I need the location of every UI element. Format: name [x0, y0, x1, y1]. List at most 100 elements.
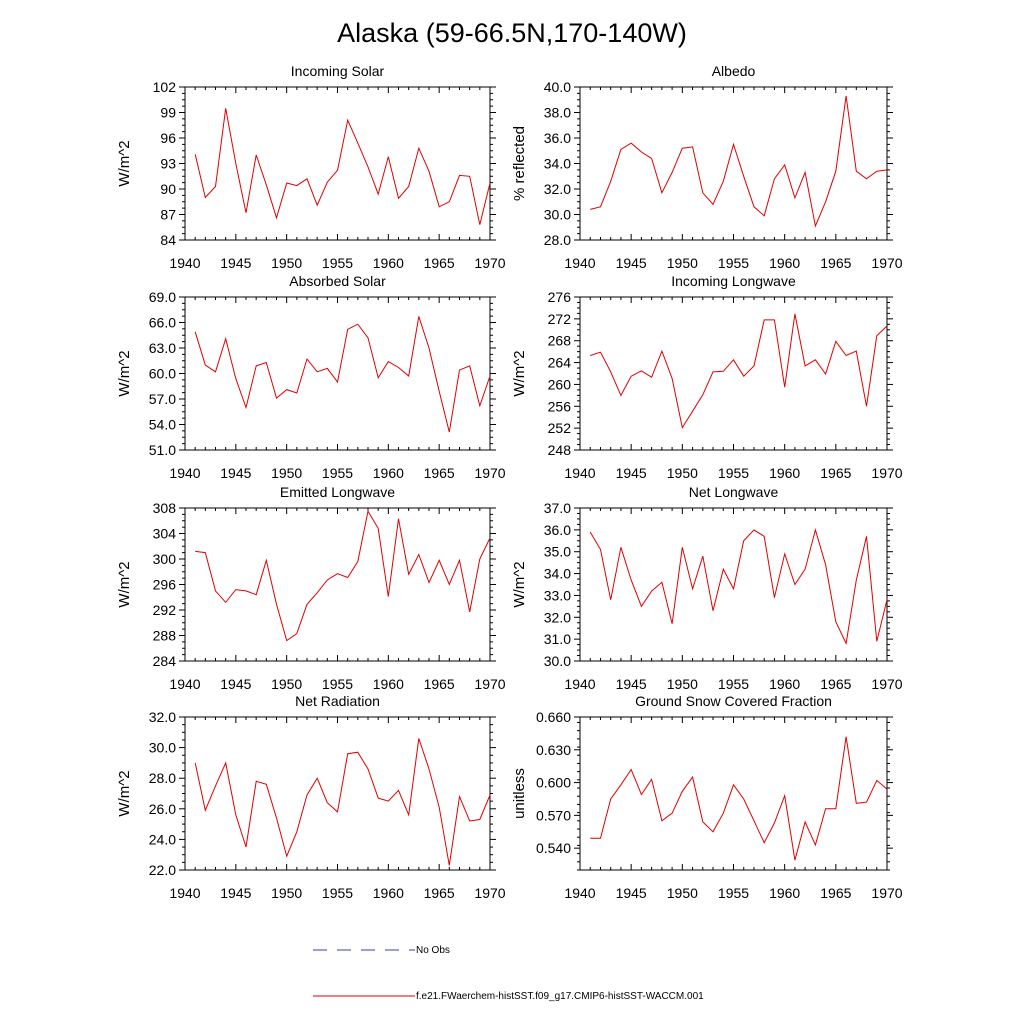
- y-tick-label: 102: [153, 79, 177, 95]
- y-tick-label: 268: [548, 333, 572, 349]
- panel-title: Net Radiation: [295, 693, 380, 709]
- x-tick-label: 1970: [474, 676, 505, 692]
- y-tick-label: 87: [160, 207, 176, 223]
- y-tick-label: 33.0: [544, 587, 571, 603]
- x-tick-label: 1970: [871, 676, 902, 692]
- x-tick-label: 1950: [667, 676, 698, 692]
- y-tick-label: 35.0: [544, 544, 571, 560]
- x-tick-label: 1955: [718, 676, 749, 692]
- y-tick-label: 93: [160, 156, 176, 172]
- x-tick-label: 1940: [169, 465, 200, 481]
- x-tick-label: 1955: [322, 465, 353, 481]
- panel-title: Albedo: [712, 63, 756, 79]
- y-tick-label: 248: [548, 442, 572, 458]
- x-tick-label: 1965: [424, 885, 455, 901]
- x-tick-label: 1955: [718, 465, 749, 481]
- x-tick-label: 1960: [373, 885, 404, 901]
- x-tick-label: 1960: [373, 255, 404, 271]
- x-tick-label: 1960: [769, 676, 800, 692]
- y-axis-label: W/m^2: [116, 140, 133, 186]
- panel-6: Net Radiation W/m^2 1940 1945 1950 1955 1960 19…: [116, 693, 506, 901]
- y-tick-label: 304: [153, 526, 177, 542]
- x-tick-label: 1965: [820, 465, 851, 481]
- x-tick-label: 1940: [169, 885, 200, 901]
- x-tick-label: 1960: [769, 465, 800, 481]
- x-tick-label: 1945: [616, 885, 647, 901]
- panel-5: Net Longwave W/m^2 1940 1945 1950 1955 1960 196…: [511, 484, 903, 692]
- legend-obs-label: No Obs: [416, 945, 450, 956]
- x-tick-label: 1970: [871, 885, 902, 901]
- panel-title: Absorbed Solar: [289, 273, 386, 289]
- y-tick-label: 69.0: [149, 289, 176, 305]
- y-tick-label: 284: [153, 653, 177, 669]
- y-tick-label: 276: [548, 289, 572, 305]
- x-tick-label: 1950: [271, 465, 302, 481]
- x-tick-label: 1950: [667, 885, 698, 901]
- y-tick-label: 0.630: [536, 742, 571, 758]
- y-tick-label: 51.0: [149, 442, 176, 458]
- x-tick-label: 1970: [474, 885, 505, 901]
- y-tick-label: 31.0: [544, 631, 571, 647]
- x-tick-label: 1970: [474, 465, 505, 481]
- y-tick-label: 63.0: [149, 340, 176, 356]
- plot-frame: [184, 716, 491, 871]
- y-tick-label: 256: [548, 398, 572, 414]
- panel-title: Ground Snow Covered Fraction: [635, 693, 832, 709]
- series-line: [589, 528, 888, 646]
- legend: No Obs f.e21.FWaerchem-histSST.f09_g17.C…: [313, 945, 704, 1002]
- y-tick-label: 36.0: [544, 522, 571, 538]
- y-tick-label: 252: [548, 420, 572, 436]
- y-tick-label: 60.0: [149, 366, 176, 382]
- x-tick-label: 1950: [271, 676, 302, 692]
- y-axis-label: W/m^2: [511, 350, 528, 396]
- y-tick-label: 32.0: [149, 709, 176, 725]
- x-tick-label: 1945: [220, 885, 251, 901]
- panel-title: Emitted Longwave: [280, 484, 395, 500]
- panels: Incoming Solar W/m^2 1940 1945 1950 1955 1960 1…: [116, 63, 903, 901]
- panel-4: Emitted Longwave W/m^2 1940 1945 1950 1955 196…: [116, 484, 506, 692]
- y-tick-label: 38.0: [544, 105, 571, 121]
- x-tick-label: 1960: [769, 255, 800, 271]
- x-tick-label: 1940: [169, 255, 200, 271]
- y-tick-label: 0.600: [536, 775, 571, 791]
- plot-frame: [184, 507, 491, 662]
- plot-frame: [184, 86, 491, 241]
- x-tick-label: 1940: [564, 885, 595, 901]
- y-axis-label: W/m^2: [116, 561, 133, 607]
- x-tick-label: 1965: [424, 676, 455, 692]
- y-tick-label: 0.570: [536, 807, 571, 823]
- y-axis-label: % reflected: [511, 126, 528, 201]
- y-tick-label: 32.0: [544, 609, 571, 625]
- x-tick-label: 1950: [271, 255, 302, 271]
- x-tick-label: 1965: [820, 885, 851, 901]
- x-tick-label: 1945: [616, 465, 647, 481]
- y-tick-label: 24.0: [149, 831, 176, 847]
- y-tick-label: 22.0: [149, 862, 176, 878]
- y-tick-label: 54.0: [149, 417, 176, 433]
- y-tick-label: 28.0: [544, 232, 571, 248]
- y-tick-label: 90: [160, 181, 176, 197]
- x-tick-label: 1965: [424, 465, 455, 481]
- y-tick-label: 264: [548, 355, 572, 371]
- y-tick-label: 308: [153, 500, 177, 516]
- y-tick-label: 99: [160, 105, 176, 121]
- legend-model-label: f.e21.FWaerchem-histSST.f09_g17.CMIP6-hi…: [416, 991, 704, 1002]
- panel-7: Ground Snow Covered Fraction unitless 1940…: [511, 693, 903, 901]
- x-tick-label: 1970: [871, 255, 902, 271]
- panel-title: Net Longwave: [689, 484, 779, 500]
- panel-1: Albedo % reflected 1940 1945 1950 1955 1960 196…: [511, 63, 903, 271]
- x-tick-label: 1950: [271, 885, 302, 901]
- series-line: [194, 108, 491, 225]
- panel-2: Absorbed Solar W/m^2 1940 1945 1950 1955 1960 1…: [116, 273, 506, 481]
- series-line: [194, 738, 491, 866]
- y-axis-label: W/m^2: [511, 561, 528, 607]
- x-tick-label: 1950: [667, 255, 698, 271]
- series-line: [590, 313, 888, 429]
- y-tick-label: 30.0: [149, 740, 176, 756]
- panel-3: Incoming Longwave W/m^2 1940 1945 1950 1955 19…: [511, 273, 903, 481]
- x-tick-label: 1940: [564, 465, 595, 481]
- x-tick-label: 1945: [220, 255, 251, 271]
- plot-frame: [579, 86, 888, 241]
- y-tick-label: 292: [153, 602, 177, 618]
